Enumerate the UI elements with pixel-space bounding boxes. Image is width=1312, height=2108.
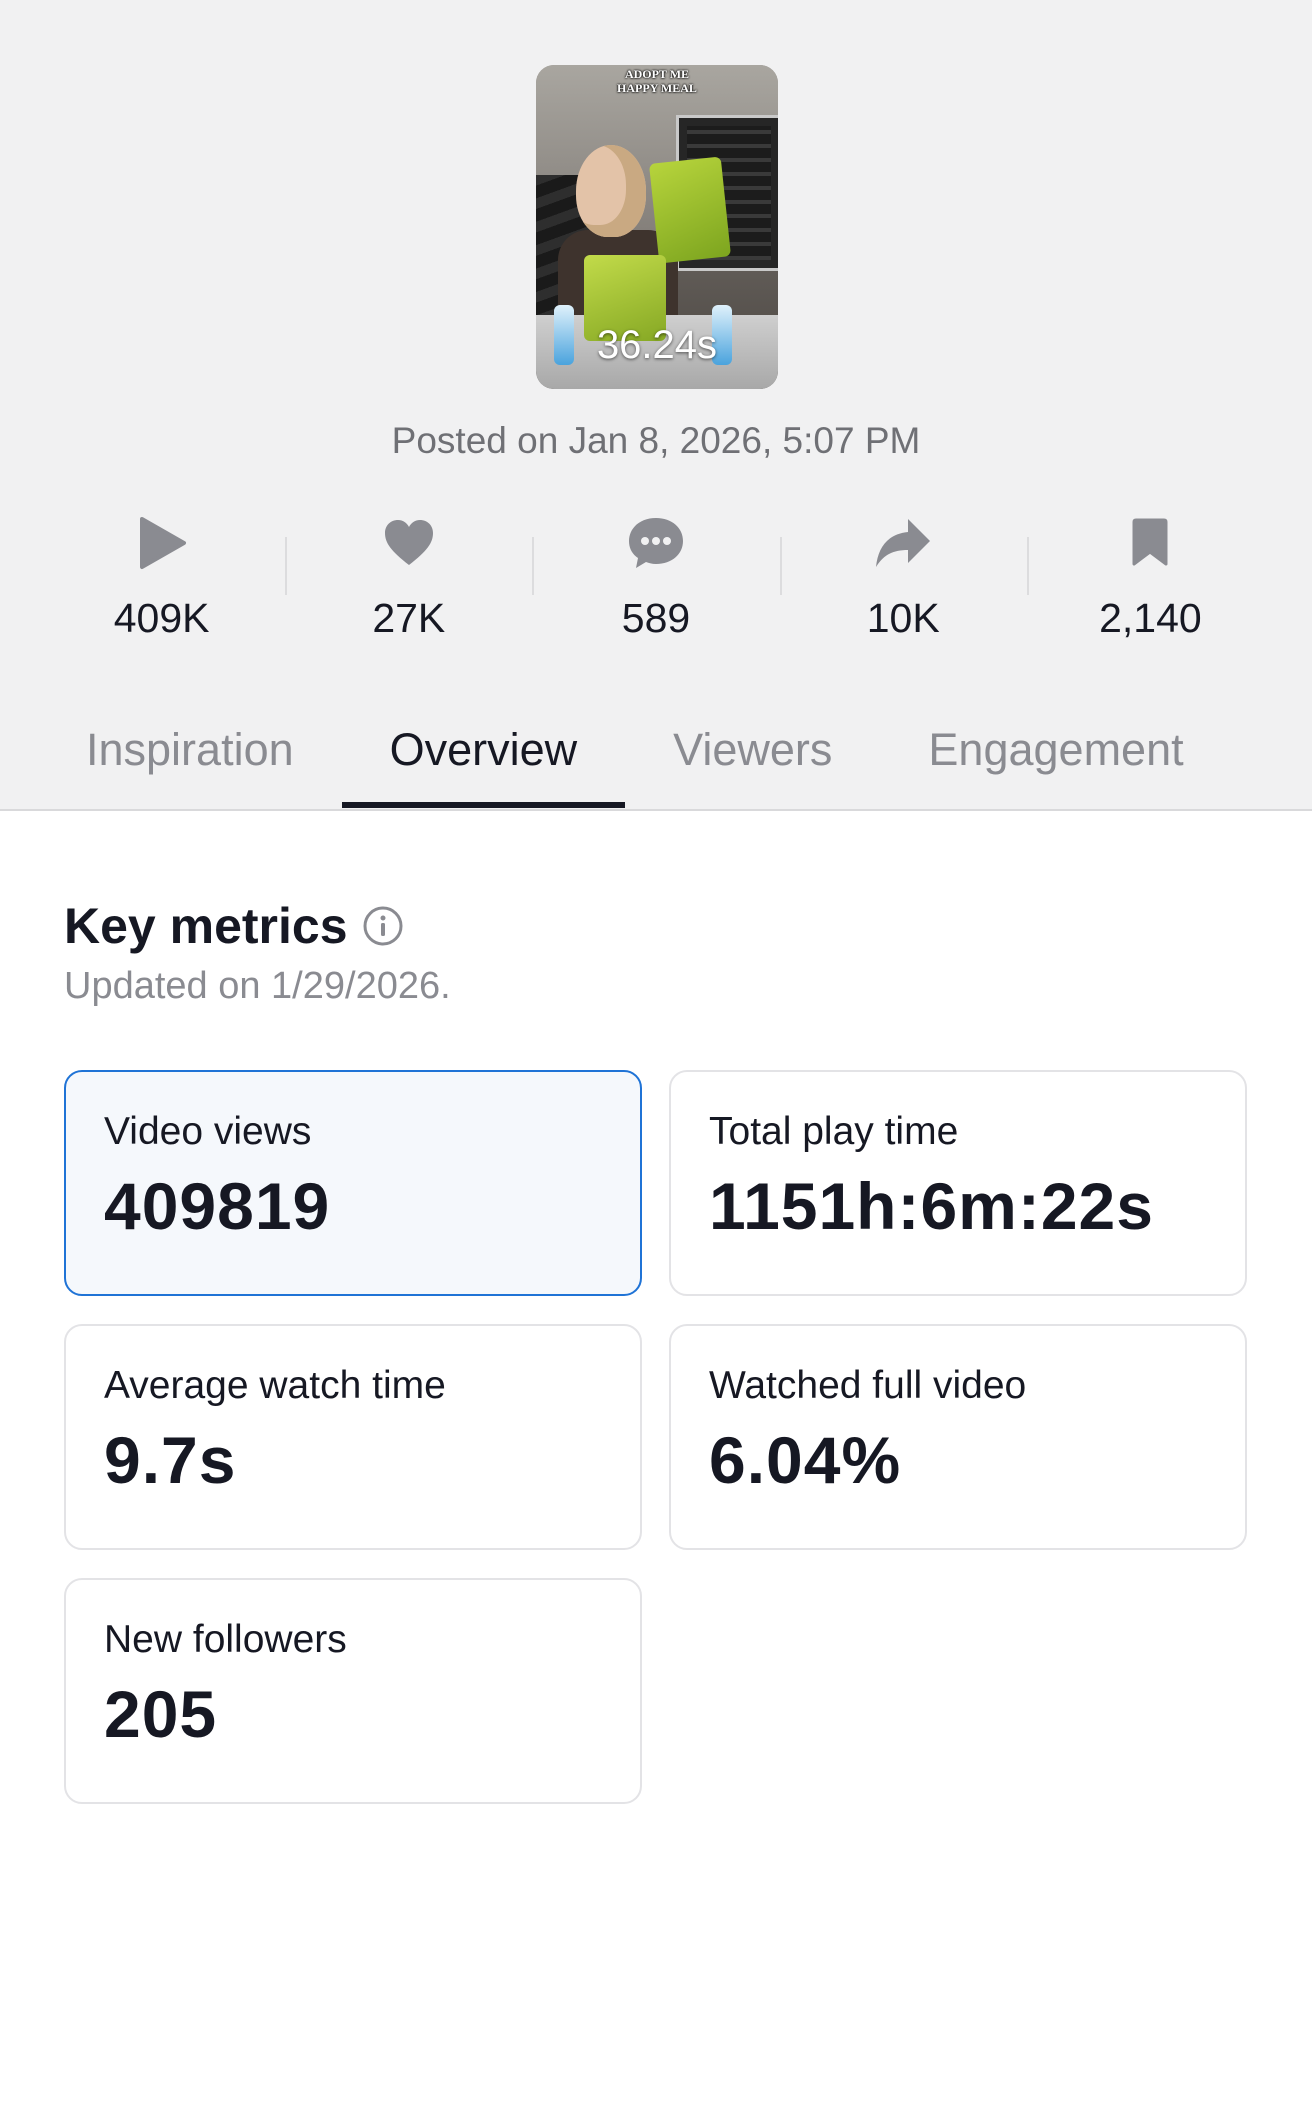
metric-watched-full-video[interactable]: Watched full video 6.04% (669, 1324, 1247, 1550)
stat-value: 589 (621, 595, 691, 641)
metric-label: Video views (104, 1110, 312, 1153)
thumbnail-caption: ADOPT ME HAPPY MEAL (617, 67, 697, 95)
metric-total-play-time[interactable]: Total play time 1151h:6m:22s (669, 1070, 1247, 1296)
stat-value: 409K (113, 595, 210, 641)
thumbnail-bottle (554, 305, 574, 365)
play-icon (136, 505, 188, 581)
tab-viewers[interactable]: Viewers (673, 724, 833, 775)
bookmark-icon (1130, 505, 1170, 581)
key-metrics-title: Key metrics (64, 898, 348, 954)
stat-comments: 589 (532, 505, 779, 655)
tab-engagement[interactable]: Engagement (928, 724, 1184, 775)
metric-label: Total play time (709, 1110, 959, 1153)
heart-icon (383, 505, 435, 581)
posted-date: Posted on Jan 8, 2026, 5:07 PM (391, 420, 921, 461)
stat-divider (779, 537, 782, 595)
stat-divider (532, 537, 535, 595)
metric-average-watch-time[interactable]: Average watch time 9.7s (64, 1324, 642, 1550)
key-metrics-card: Key metrics Updated on 1/29/2026. Video … (16, 835, 1297, 1835)
metric-value: 205 (104, 1677, 218, 1751)
stat-value: 27K (372, 595, 446, 641)
stat-saves: 2,140 (1026, 505, 1274, 655)
tabs-divider (0, 809, 1312, 811)
comment-icon (627, 505, 685, 581)
video-duration: 36.24s (596, 323, 718, 367)
metric-video-views[interactable]: Video views 409819 (64, 1070, 642, 1296)
analytics-tabs: Inspiration Overview Viewers Engagement (44, 700, 1232, 808)
metric-label: Average watch time (104, 1364, 446, 1407)
tab-inspiration[interactable]: Inspiration (86, 724, 294, 775)
stat-likes: 27K (285, 505, 532, 655)
thumbnail-person-head (576, 145, 646, 237)
stat-value: 2,140 (1099, 595, 1202, 641)
info-icon[interactable] (362, 905, 404, 947)
metric-label: New followers (104, 1618, 347, 1661)
metric-value: 6.04% (709, 1423, 902, 1497)
metric-value: 409819 (104, 1169, 331, 1243)
stat-divider (285, 537, 288, 595)
video-stats: 409K 27K 589 10K (38, 505, 1274, 655)
stat-divider (1026, 537, 1029, 595)
video-header: ADOPT ME HAPPY MEAL 36.24s Posted on Jan… (0, 0, 1312, 810)
thumbnail-happy-meal-box-2 (584, 255, 666, 341)
metric-value: 9.7s (104, 1423, 237, 1497)
thumbnail-happy-meal-box (648, 156, 732, 264)
stat-value: 10K (866, 595, 940, 641)
tab-overview[interactable]: Overview (341, 700, 626, 808)
stat-views: 409K (38, 505, 285, 655)
key-metrics-updated: Updated on 1/29/2026. (64, 965, 451, 1007)
metric-value: 1151h:6m:22s (709, 1169, 1154, 1243)
thumbnail-bottle (712, 305, 732, 365)
metric-label: Watched full video (709, 1364, 1027, 1407)
stat-shares: 10K (779, 505, 1027, 655)
key-metrics-heading: Key metrics (64, 897, 404, 955)
share-icon (874, 505, 932, 581)
metric-new-followers[interactable]: New followers 205 (64, 1578, 642, 1804)
video-thumbnail[interactable]: ADOPT ME HAPPY MEAL 36.24s (536, 65, 778, 389)
